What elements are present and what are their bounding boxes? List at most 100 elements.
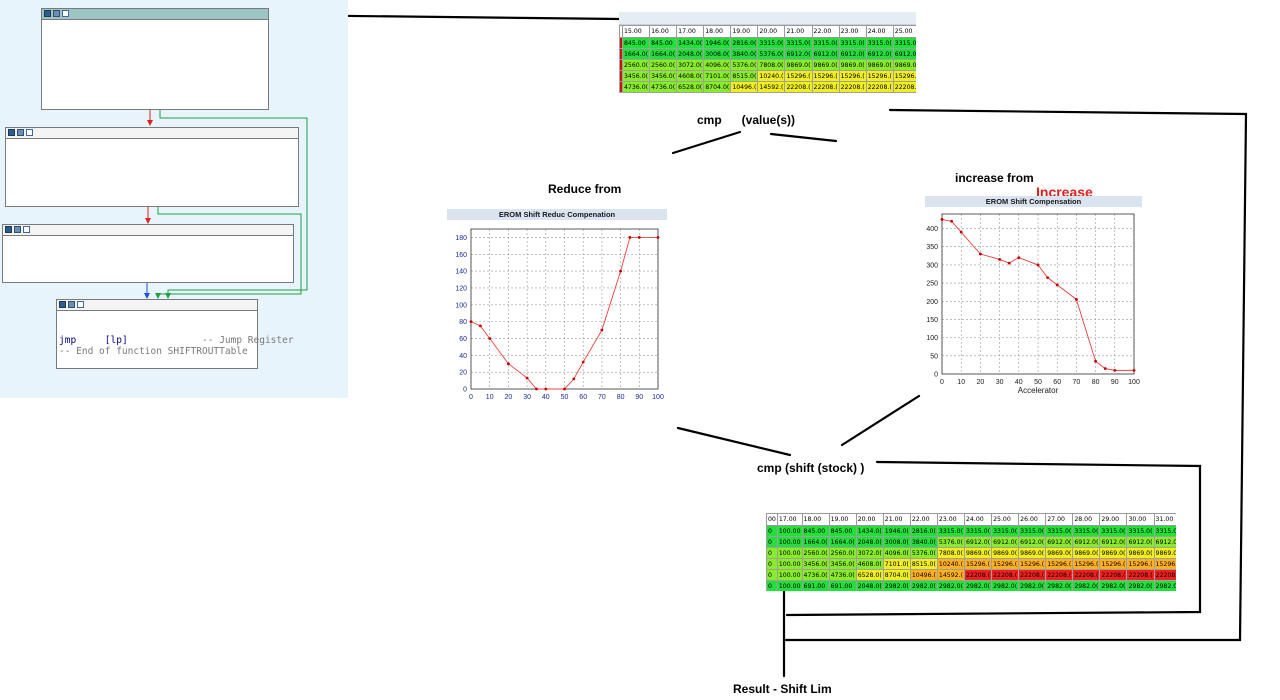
table-cell[interactable]: 3315.0( — [1072, 525, 1101, 537]
table-cell[interactable]: 2048.0( — [855, 536, 884, 548]
table-cell[interactable]: 3315.0( — [991, 525, 1020, 537]
table-cell[interactable]: 3315.0( — [1126, 525, 1155, 537]
table-cell[interactable]: 2982.0( — [882, 580, 911, 591]
table-cell[interactable]: 0 — [766, 569, 778, 581]
column-header[interactable]: 19.00 — [730, 25, 759, 38]
table-cell[interactable]: 100.00 — [776, 525, 803, 537]
table-cell[interactable]: 4608.0( — [855, 558, 884, 570]
table-cell[interactable]: 3315.0( — [1045, 525, 1074, 537]
table-cell[interactable]: 3840.0( — [730, 48, 759, 60]
table-cell[interactable]: 9869.0( — [865, 59, 894, 71]
table-cell[interactable]: 4608.0( — [676, 70, 705, 82]
table-cell[interactable]: 2816.0( — [909, 525, 938, 537]
table-cell[interactable]: 8515.0( — [730, 70, 759, 82]
table-cell[interactable]: 100.00 — [776, 536, 803, 548]
column-header[interactable]: 27.00 — [1045, 513, 1074, 526]
table-cell[interactable]: 15296.( — [1153, 558, 1176, 570]
table-cell[interactable]: 6912.0( — [991, 536, 1020, 548]
table-cell[interactable]: 9869.0( — [1072, 547, 1101, 559]
table-cell[interactable]: 7101.0( — [882, 558, 911, 570]
table-cell[interactable]: 691.00 — [828, 580, 857, 591]
column-header[interactable]: 25.00 — [991, 513, 1020, 526]
table-cell[interactable]: 10240.( — [757, 70, 786, 82]
column-header[interactable]: 20.00 — [855, 513, 884, 526]
table-cell[interactable]: 3315.0( — [1099, 525, 1128, 537]
column-header[interactable]: 25.00 — [892, 25, 916, 38]
column-header[interactable]: 26.00 — [1018, 513, 1047, 526]
column-header[interactable]: 23.00 — [838, 25, 867, 38]
table-cell[interactable]: 10496.( — [730, 81, 759, 93]
table-cell[interactable]: 3315.0( — [936, 525, 966, 537]
table-cell[interactable]: 22208.( — [1126, 569, 1155, 581]
table-cell[interactable]: 5376.0( — [936, 536, 966, 548]
table-cell[interactable]: 9869.0( — [838, 59, 867, 71]
table-cell[interactable]: 3456.0( — [621, 70, 651, 82]
ida-node-3[interactable] — [2, 224, 294, 283]
table-cell[interactable]: 9869.0( — [1018, 547, 1047, 559]
table-cell[interactable]: 2560.0( — [649, 59, 678, 71]
table-cell[interactable]: 8704.0( — [882, 569, 911, 581]
table-cell[interactable]: 0 — [766, 547, 778, 559]
table-cell[interactable]: 4736.0( — [801, 569, 830, 581]
column-header[interactable]: 28.00 — [1072, 513, 1101, 526]
column-header[interactable]: 18.00 — [801, 513, 830, 526]
column-header[interactable]: 18.00 — [703, 25, 732, 38]
table-cell[interactable]: 22208.( — [1072, 569, 1101, 581]
table-cell[interactable]: 2982.0( — [1153, 580, 1176, 591]
table-cell[interactable]: 22208.( — [1045, 569, 1074, 581]
table-cell[interactable]: 15296.( — [838, 70, 867, 82]
table-cell[interactable]: 2560.0( — [828, 547, 857, 559]
table-cell[interactable]: 22208.( — [991, 569, 1020, 581]
ida-node-1[interactable] — [41, 8, 269, 110]
table-cell[interactable]: 9869.0( — [784, 59, 813, 71]
table-cell[interactable]: 845.00 — [621, 37, 651, 49]
table-cell[interactable]: 3315.0( — [811, 37, 840, 49]
table-cell[interactable]: 10496.( — [909, 569, 938, 581]
table-cell[interactable]: 22208.( — [1099, 569, 1128, 581]
table-cell[interactable]: 4736.0( — [828, 569, 857, 581]
table-cell[interactable]: 15296.( — [784, 70, 813, 82]
table-cell[interactable]: 3072.0( — [676, 59, 705, 71]
table-cell[interactable]: 6528.0( — [676, 81, 705, 93]
table-cell[interactable]: 2982.0( — [1018, 580, 1047, 591]
table-cell[interactable]: 0 — [766, 536, 778, 548]
table-cell[interactable]: 100.00 — [776, 558, 803, 570]
table-cell[interactable]: 2982.0( — [1045, 580, 1074, 591]
table-cell[interactable]: 4736.0( — [621, 81, 651, 93]
table-cell[interactable]: 22208.( — [838, 81, 867, 93]
table-cell[interactable]: 100.00 — [776, 580, 803, 591]
table-cell[interactable]: 3008.0( — [703, 48, 732, 60]
table-cell[interactable]: 1664.0( — [828, 536, 857, 548]
column-header[interactable]: 21.00 — [882, 513, 911, 526]
table-cell[interactable]: 15296.( — [1045, 558, 1074, 570]
column-header[interactable]: 15.00 — [621, 25, 651, 38]
table-cell[interactable]: 691.00 — [801, 580, 830, 591]
table-cell[interactable]: 4096.0( — [882, 547, 911, 559]
table-cell[interactable]: 2982.0( — [991, 580, 1020, 591]
table-cell[interactable]: 5376.0( — [730, 59, 759, 71]
table-cell[interactable]: 2982.0( — [909, 580, 938, 591]
table-cell[interactable]: 2560.0( — [801, 547, 830, 559]
table-cell[interactable]: 3315.0( — [757, 37, 786, 49]
table-cell[interactable]: 0 — [766, 525, 778, 537]
ida-node-4[interactable]: jmp [lp] -- Jump Register -- End of func… — [56, 299, 294, 369]
column-header[interactable]: 22.00 — [811, 25, 840, 38]
table-cell[interactable]: 3315.0( — [865, 37, 894, 49]
table-cell[interactable]: 6528.0( — [855, 569, 884, 581]
column-header[interactable]: 24.00 — [963, 513, 993, 526]
table-cell[interactable]: 3456.0( — [649, 70, 678, 82]
table-cell[interactable]: 845.00 — [649, 37, 678, 49]
table-cell[interactable]: 845.00 — [828, 525, 857, 537]
table-cell[interactable]: 6912.0( — [963, 536, 993, 548]
table-cell[interactable]: 15296.( — [963, 558, 993, 570]
column-header[interactable]: 16.00 — [649, 25, 678, 38]
column-header[interactable]: 20.00 — [757, 25, 786, 38]
table-cell[interactable]: 1434.0( — [855, 525, 884, 537]
column-header[interactable]: 17.00 — [676, 25, 705, 38]
table-cell[interactable]: 6912.0( — [811, 48, 840, 60]
table-cell[interactable]: 3315.0( — [838, 37, 867, 49]
table-cell[interactable]: 0 — [766, 558, 778, 570]
table-cell[interactable]: 2982.0( — [963, 580, 993, 591]
table-cell[interactable]: 2982.0( — [936, 580, 966, 591]
table-cell[interactable]: 8704.0( — [703, 81, 732, 93]
